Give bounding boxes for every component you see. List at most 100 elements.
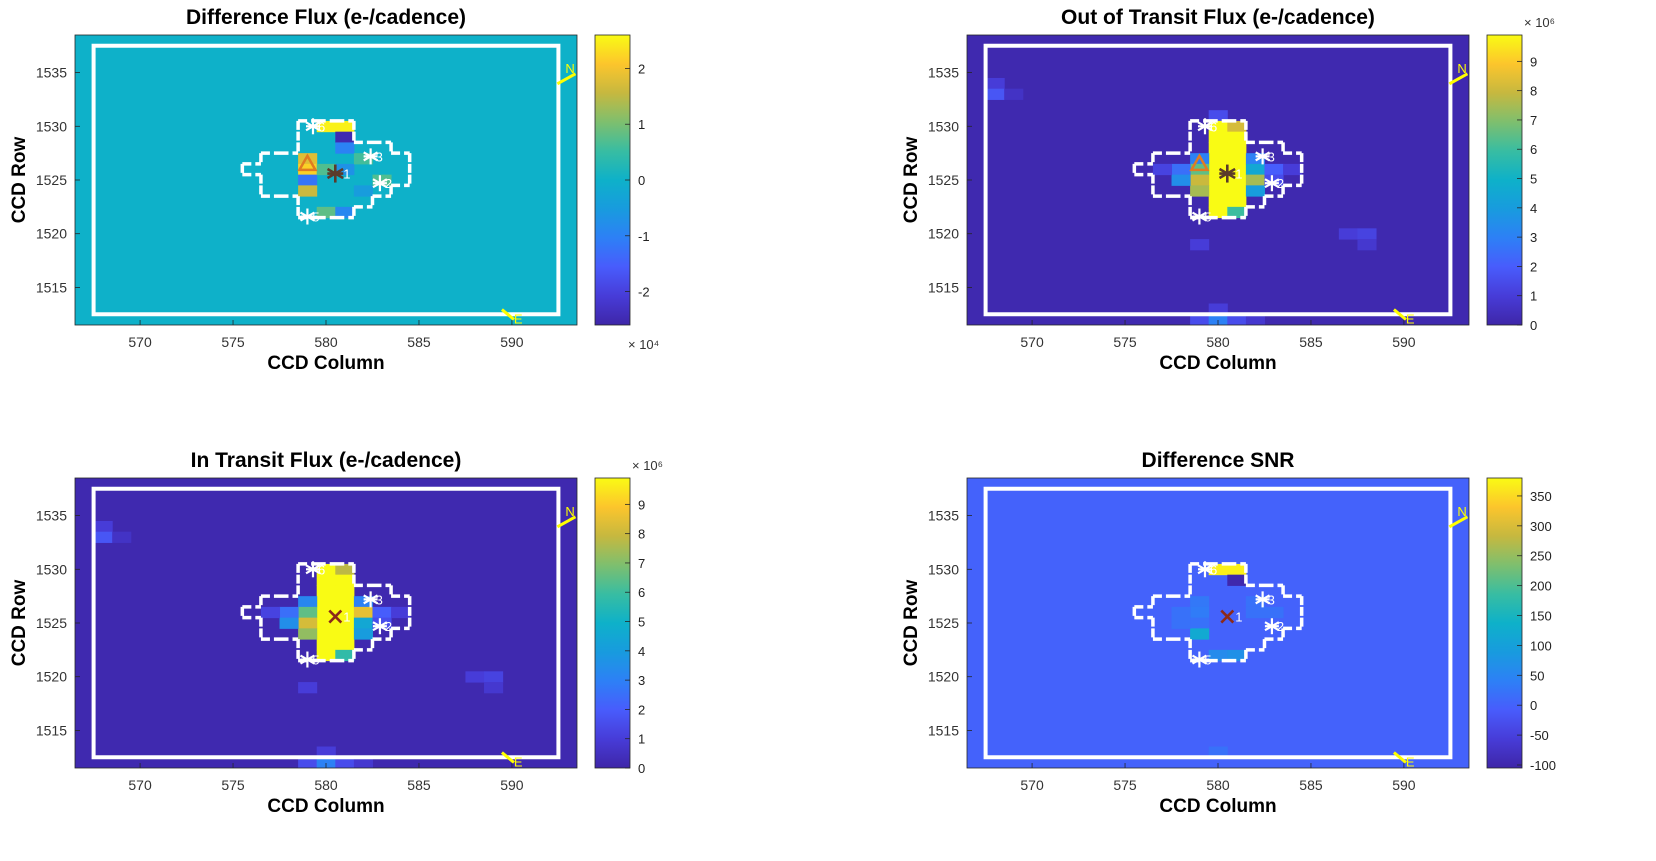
heatmap-cell bbox=[1208, 163, 1228, 176]
heatmap-cell bbox=[1190, 628, 1210, 640]
y-tick-label: 1515 bbox=[36, 279, 67, 295]
heatmap-cell bbox=[1171, 174, 1191, 186]
star-label: 3 bbox=[376, 149, 383, 164]
heatmap-cell bbox=[1208, 563, 1228, 576]
heatmap-cell bbox=[1227, 206, 1247, 219]
y-tick-label: 1530 bbox=[928, 118, 959, 134]
star-label: 3 bbox=[376, 592, 383, 607]
colorbar-tick-label: 4 bbox=[1530, 201, 1537, 216]
heatmap-cell bbox=[335, 596, 355, 608]
x-tick-label: 585 bbox=[1299, 334, 1323, 350]
north-arrow bbox=[1448, 72, 1469, 86]
target-marker: 1 bbox=[1220, 610, 1243, 625]
heatmap-cell bbox=[484, 671, 504, 683]
heatmap-cell bbox=[1227, 314, 1247, 325]
heatmap-cell bbox=[1208, 314, 1228, 325]
heatmap-cell bbox=[335, 142, 355, 154]
colorbar-tick-label: 1 bbox=[638, 732, 645, 747]
heatmap-cell bbox=[335, 120, 355, 133]
aperture-outline bbox=[1132, 119, 1304, 220]
x-axis-label: CCD Column bbox=[267, 353, 384, 374]
colorbar-tick-label: 150 bbox=[1530, 609, 1552, 624]
heatmap-cell bbox=[1245, 314, 1265, 325]
y-tick-label: 1530 bbox=[36, 561, 67, 577]
y-axis-label: CCD Row bbox=[9, 580, 30, 667]
east-arrow bbox=[500, 751, 515, 764]
star-label: 6 bbox=[1210, 562, 1217, 577]
heatmap-cell bbox=[335, 617, 355, 629]
heatmap-cell bbox=[298, 606, 318, 619]
star-marker-6: 6 bbox=[305, 561, 325, 578]
east-label: E bbox=[514, 754, 523, 769]
aperture-outline bbox=[1132, 562, 1304, 663]
heatmap-cell bbox=[1245, 596, 1265, 608]
y-tick-label: 1515 bbox=[36, 722, 67, 738]
heatmap-cell bbox=[316, 639, 336, 651]
ccd-boundary bbox=[91, 43, 561, 317]
heatmap-cell bbox=[1208, 746, 1228, 758]
star-marker-2: 2 bbox=[372, 618, 392, 635]
centroid-marker bbox=[1189, 153, 1210, 172]
heatmap-cell bbox=[1004, 88, 1024, 100]
heatmap-cell bbox=[353, 185, 373, 197]
heatmap-cell bbox=[1208, 649, 1228, 662]
heatmap-cell bbox=[279, 617, 299, 629]
y-tick-label: 1525 bbox=[928, 615, 959, 631]
colorbar-tick-label: -1 bbox=[638, 229, 650, 244]
colorbar: -2 -1 0 1 2 × 10⁴ bbox=[594, 34, 659, 352]
y-tick-label: 1520 bbox=[928, 226, 959, 242]
star-label: 2 bbox=[385, 176, 392, 191]
y-tick-label: 1515 bbox=[928, 279, 959, 295]
target-marker: 1 bbox=[1218, 164, 1243, 183]
heatmap-cell bbox=[1357, 228, 1377, 240]
heatmap-cell bbox=[1245, 174, 1265, 186]
heatmap-cell bbox=[1208, 142, 1228, 154]
heatmap-cell bbox=[1227, 120, 1247, 133]
colorbar-tick-label: 7 bbox=[1530, 113, 1537, 128]
plot-area: N E 6 32 5 1 bbox=[967, 478, 1469, 769]
heatmap-cell bbox=[1190, 617, 1210, 629]
star-label: 3 bbox=[1268, 149, 1275, 164]
heatmap-cell bbox=[372, 174, 392, 186]
heatmap-cell bbox=[1227, 163, 1247, 176]
star-marker-5: 5 bbox=[299, 651, 320, 668]
star-marker-5: 5 bbox=[1191, 651, 1212, 668]
east-label: E bbox=[1406, 311, 1415, 326]
chart-panel-3: N E 6 32 5 1 570 575 580 585 590 1515 1520 1525 1530 15… bbox=[901, 449, 1556, 817]
heatmap-cell bbox=[93, 531, 113, 543]
east-label: E bbox=[1406, 754, 1415, 769]
target-label: 1 bbox=[343, 167, 350, 182]
star-label: 2 bbox=[1277, 176, 1284, 191]
aperture-outline bbox=[240, 119, 412, 220]
x-tick-label: 575 bbox=[1113, 777, 1137, 793]
colorbar-tick-label: 9 bbox=[638, 497, 645, 512]
colorbar-tick-label: -100 bbox=[1530, 758, 1556, 773]
heatmap-cell bbox=[335, 206, 355, 219]
y-tick-label: 1535 bbox=[928, 65, 959, 81]
heatmap-cell bbox=[335, 163, 355, 176]
heatmap-cell bbox=[1338, 228, 1358, 240]
star-label: 5 bbox=[1204, 210, 1211, 225]
colorbar-tick-label: 250 bbox=[1530, 549, 1552, 564]
heatmap-cell bbox=[1264, 606, 1284, 619]
star-marker-2: 2 bbox=[1264, 175, 1284, 192]
heatmap-cell bbox=[260, 606, 281, 619]
north-arrow bbox=[556, 72, 577, 86]
heatmap-cell bbox=[1245, 153, 1265, 165]
colorbar-tick-label: 8 bbox=[1530, 84, 1537, 99]
heatmap-cell bbox=[353, 757, 373, 768]
heatmap-cell bbox=[1208, 206, 1228, 219]
colorbar-tick-label: 0 bbox=[1530, 698, 1537, 713]
ccd-boundary bbox=[983, 43, 1453, 317]
heatmap-cell bbox=[335, 757, 355, 768]
east-arrow bbox=[500, 308, 515, 321]
colorbar-tick-label: 0 bbox=[638, 761, 645, 776]
east-arrow bbox=[1392, 751, 1407, 764]
x-tick-label: 570 bbox=[128, 777, 152, 793]
heatmap-cell bbox=[316, 746, 336, 758]
colorbar: -100 -50 0 50 100 150 200 250 300 350 bbox=[1486, 477, 1556, 773]
x-axis-label: CCD Column bbox=[267, 796, 384, 817]
target-label: 1 bbox=[1235, 610, 1242, 625]
